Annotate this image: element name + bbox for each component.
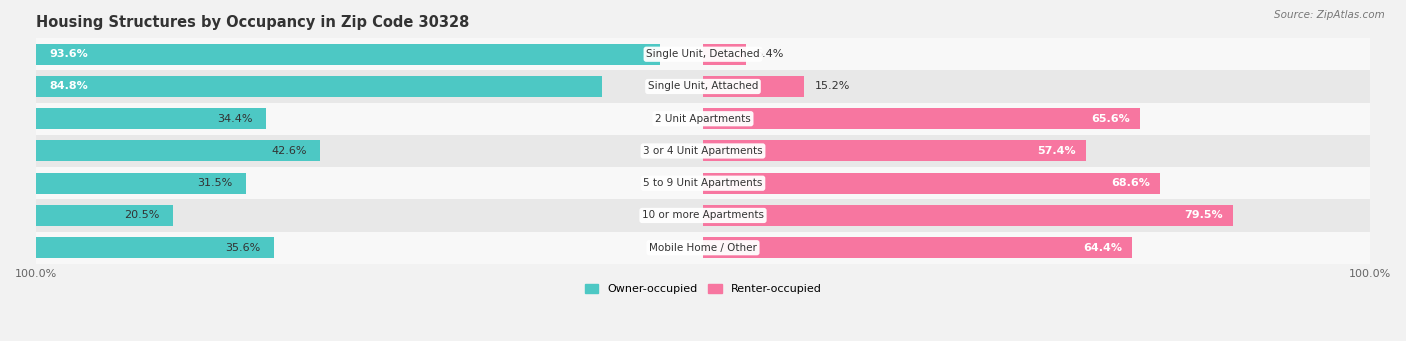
Bar <box>703 76 804 97</box>
Text: 10 or more Apartments: 10 or more Apartments <box>643 210 763 221</box>
Text: 65.6%: 65.6% <box>1091 114 1130 124</box>
Text: 64.4%: 64.4% <box>1084 243 1122 253</box>
Text: 31.5%: 31.5% <box>198 178 233 188</box>
Text: Mobile Home / Other: Mobile Home / Other <box>650 243 756 253</box>
Bar <box>703 140 1085 161</box>
Bar <box>37 199 1369 232</box>
Bar <box>37 232 1369 264</box>
Text: Single Unit, Attached: Single Unit, Attached <box>648 81 758 91</box>
Text: 84.8%: 84.8% <box>49 81 89 91</box>
Bar <box>703 173 1160 194</box>
Text: 15.2%: 15.2% <box>814 81 849 91</box>
Bar <box>37 76 602 97</box>
Bar <box>703 205 1233 226</box>
Text: Single Unit, Detached: Single Unit, Detached <box>647 49 759 59</box>
Text: 2 Unit Apartments: 2 Unit Apartments <box>655 114 751 124</box>
Bar <box>37 140 321 161</box>
Text: 5 to 9 Unit Apartments: 5 to 9 Unit Apartments <box>644 178 762 188</box>
Bar <box>37 205 173 226</box>
Text: Housing Structures by Occupancy in Zip Code 30328: Housing Structures by Occupancy in Zip C… <box>37 15 470 30</box>
Text: 93.6%: 93.6% <box>49 49 89 59</box>
Bar <box>703 108 1140 129</box>
Bar <box>37 173 246 194</box>
Bar <box>703 237 1132 258</box>
Text: 42.6%: 42.6% <box>271 146 307 156</box>
Text: 34.4%: 34.4% <box>217 114 252 124</box>
Text: 79.5%: 79.5% <box>1184 210 1223 221</box>
Legend: Owner-occupied, Renter-occupied: Owner-occupied, Renter-occupied <box>581 280 825 299</box>
Bar <box>37 44 661 65</box>
Bar <box>37 70 1369 103</box>
Text: 57.4%: 57.4% <box>1038 146 1076 156</box>
Text: 35.6%: 35.6% <box>225 243 260 253</box>
Bar <box>37 237 274 258</box>
Bar <box>37 167 1369 199</box>
Bar <box>703 44 745 65</box>
Bar <box>37 108 266 129</box>
Text: 3 or 4 Unit Apartments: 3 or 4 Unit Apartments <box>643 146 763 156</box>
Text: 20.5%: 20.5% <box>124 210 159 221</box>
Bar <box>37 38 1369 70</box>
Text: 68.6%: 68.6% <box>1112 178 1150 188</box>
Bar <box>37 135 1369 167</box>
Text: Source: ZipAtlas.com: Source: ZipAtlas.com <box>1274 10 1385 20</box>
Text: 6.4%: 6.4% <box>755 49 785 59</box>
Bar <box>37 103 1369 135</box>
